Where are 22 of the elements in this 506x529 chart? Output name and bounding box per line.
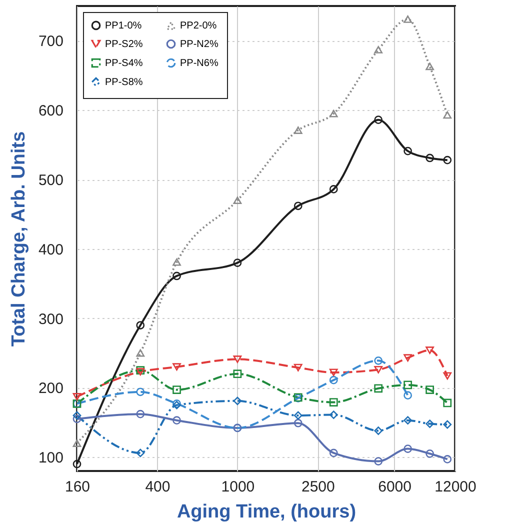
legend-label: PP1-0%	[105, 20, 142, 32]
x-tick-label: 6000	[378, 478, 412, 496]
y-tick-label: 600	[38, 102, 64, 120]
y-tick-label: 100	[38, 450, 64, 467]
x-tick-label: 160	[64, 478, 90, 496]
legend-label: PP-N6%	[180, 58, 218, 69]
legend-label: PP-S2%	[105, 39, 143, 50]
legend-label: PP-S4%	[105, 58, 143, 69]
x-tick-label: 400	[145, 478, 170, 496]
x-axis-title: Aging Time, (hours)	[176, 502, 356, 522]
y-tick-label: 300	[38, 310, 64, 328]
x-tick-label: 2500	[301, 478, 335, 496]
y-tick-label: 400	[38, 241, 64, 258]
y-tick-label: 200	[38, 380, 64, 398]
y-tick-label: 700	[38, 33, 64, 50]
x-tick-label: 1000	[221, 478, 255, 496]
legend-label: PP-N2%	[180, 39, 218, 50]
legend-label: PP-S8%	[105, 77, 143, 88]
y-axis-title: Total Charge, Arb. Units	[8, 131, 30, 347]
legend-label: PP2-0%	[180, 20, 217, 32]
y-tick-label: 500	[38, 172, 64, 190]
x-tick-label: 12000	[434, 478, 476, 496]
